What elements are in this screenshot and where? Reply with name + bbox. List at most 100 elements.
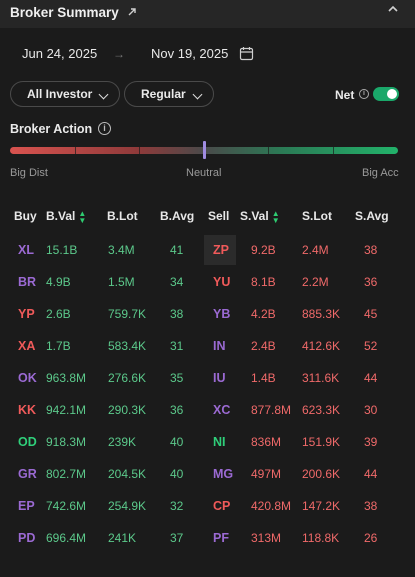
buy-broker-code[interactable]: KK	[18, 403, 37, 417]
sell-value: 2.4B	[251, 339, 276, 353]
buy-lot: 204.5K	[108, 467, 147, 481]
table-row[interactable]: XL 15.1B 3.4M 41 ZP 9.2B 2.4M 38	[0, 234, 415, 266]
buy-broker-code[interactable]: XL	[18, 243, 34, 257]
col-bval[interactable]: B.Val ▲ ▼	[46, 209, 86, 224]
table-row[interactable]: OK 963.8M 276.6K 35 IU 1.4B 311.6K 44	[0, 362, 415, 394]
buy-avg: 41	[170, 243, 184, 257]
buy-lot: 290.3K	[108, 403, 147, 417]
broker-action-label: Broker Action	[10, 122, 93, 136]
buy-lot: 583.4K	[108, 339, 147, 353]
investor-filter-dropdown[interactable]: All Investor	[10, 81, 120, 107]
sell-broker-code[interactable]: NI	[213, 435, 226, 449]
buy-avg: 35	[170, 371, 184, 385]
buy-lot: 241K	[108, 531, 137, 545]
buy-lot: 254.9K	[108, 499, 147, 513]
buy-lot: 239K	[108, 435, 137, 449]
buy-value: 918.3M	[46, 435, 87, 449]
info-icon[interactable]: i	[359, 89, 369, 99]
net-label: Net	[335, 88, 355, 102]
sell-value: 9.2B	[251, 243, 276, 257]
sell-avg: 30	[364, 403, 378, 417]
sell-lot: 2.2M	[302, 275, 329, 289]
table-row[interactable]: YP 2.6B 759.7K 38 YB 4.2B 885.3K 45	[0, 298, 415, 330]
col-slot[interactable]: S.Lot	[302, 209, 332, 223]
neutral-label: Neutral	[186, 167, 222, 179]
sell-avg: 36	[364, 275, 378, 289]
sell-broker-code[interactable]: ZP	[213, 243, 229, 257]
sell-avg: 44	[364, 371, 378, 385]
col-savg[interactable]: S.Avg	[355, 209, 389, 223]
sell-avg: 45	[364, 307, 378, 321]
sort-icon[interactable]: ▲ ▼	[271, 208, 280, 225]
sell-lot: 412.6K	[302, 339, 341, 353]
table-row[interactable]: OD 918.3M 239K 40 NI 836M 151.9K 39	[0, 426, 415, 458]
buy-avg: 40	[170, 467, 184, 481]
panel-title[interactable]: Broker Summary	[10, 5, 137, 20]
sell-broker-code[interactable]: IN	[213, 339, 226, 353]
buy-lot: 759.7K	[108, 307, 147, 321]
buy-value: 1.7B	[46, 339, 71, 353]
table-row[interactable]: XA 1.7B 583.4K 31 IN 2.4B 412.6K 52	[0, 330, 415, 362]
col-buy: Buy	[14, 209, 37, 223]
external-link-icon[interactable]	[127, 5, 137, 20]
sell-broker-code[interactable]: IU	[213, 371, 226, 385]
sell-broker-code[interactable]: YU	[213, 275, 231, 289]
sell-broker-code[interactable]: CP	[213, 499, 231, 513]
buy-value: 802.7M	[46, 467, 87, 481]
buy-broker-code[interactable]: EP	[18, 499, 35, 513]
buy-avg: 34	[170, 275, 184, 289]
sell-lot: 311.6K	[302, 371, 340, 385]
buy-broker-code[interactable]: XA	[18, 339, 36, 353]
info-icon[interactable]: i	[98, 122, 111, 135]
sell-broker-code[interactable]: XC	[213, 403, 231, 417]
net-toggle[interactable]	[373, 87, 399, 101]
sell-avg: 44	[364, 467, 378, 481]
col-sell: Sell	[208, 209, 230, 223]
buy-value: 963.8M	[46, 371, 87, 385]
sell-avg: 52	[364, 339, 378, 353]
buy-broker-code[interactable]: PD	[18, 531, 36, 545]
end-date[interactable]: Nov 19, 2025	[151, 46, 229, 61]
buy-broker-code[interactable]: OD	[18, 435, 37, 449]
col-bavg[interactable]: B.Avg	[160, 209, 195, 223]
sell-lot: 885.3K	[302, 307, 341, 321]
chevron-down-icon	[98, 89, 109, 100]
big-acc-label: Big Acc	[362, 167, 399, 179]
sort-icon[interactable]: ▲ ▼	[78, 208, 87, 225]
calendar-icon[interactable]	[239, 46, 254, 61]
buy-avg: 40	[170, 435, 184, 449]
panel-title-text: Broker Summary	[10, 5, 119, 20]
col-blot[interactable]: B.Lot	[107, 209, 138, 223]
row-highlight	[204, 235, 236, 265]
table-row[interactable]: GR 802.7M 204.5K 40 MG 497M 200.6K 44	[0, 458, 415, 490]
buy-broker-code[interactable]: OK	[18, 371, 37, 385]
table-row[interactable]: EP 742.6M 254.9K 32 CP 420.8M 147.2K 38	[0, 490, 415, 522]
sell-broker-code[interactable]: YB	[213, 307, 231, 321]
sell-value: 1.4B	[251, 371, 276, 385]
buy-lot: 276.6K	[108, 371, 147, 385]
table-row[interactable]: KK 942.1M 290.3K 36 XC 877.8M 623.3K 30	[0, 394, 415, 426]
sell-broker-code[interactable]: PF	[213, 531, 229, 545]
sell-lot: 147.2K	[302, 499, 341, 513]
col-sval[interactable]: S.Val ▲ ▼	[240, 209, 280, 224]
panel-header: Broker Summary	[0, 0, 415, 28]
buy-value: 942.1M	[46, 403, 87, 417]
table-row[interactable]: BR 4.9B 1.5M 34 YU 8.1B 2.2M 36	[0, 266, 415, 298]
sell-broker-code[interactable]: MG	[213, 467, 234, 481]
sell-value: 420.8M	[251, 499, 292, 513]
sell-value: 8.1B	[251, 275, 276, 289]
chevron-up-icon[interactable]	[387, 2, 399, 20]
market-filter-dropdown[interactable]: Regular	[124, 81, 214, 107]
market-filter-value: Regular	[141, 87, 186, 101]
buy-value: 696.4M	[46, 531, 87, 545]
broker-action-marker	[203, 141, 206, 159]
buy-lot: 3.4M	[108, 243, 135, 257]
sell-avg: 38	[364, 243, 378, 257]
bar-tick	[333, 147, 334, 154]
table-row[interactable]: PD 696.4M 241K 37 PF 313M 118.8K 26	[0, 522, 415, 554]
buy-broker-code[interactable]: YP	[18, 307, 35, 321]
buy-broker-code[interactable]: GR	[18, 467, 37, 481]
start-date[interactable]: Jun 24, 2025	[22, 46, 98, 61]
buy-broker-code[interactable]: BR	[18, 275, 37, 289]
